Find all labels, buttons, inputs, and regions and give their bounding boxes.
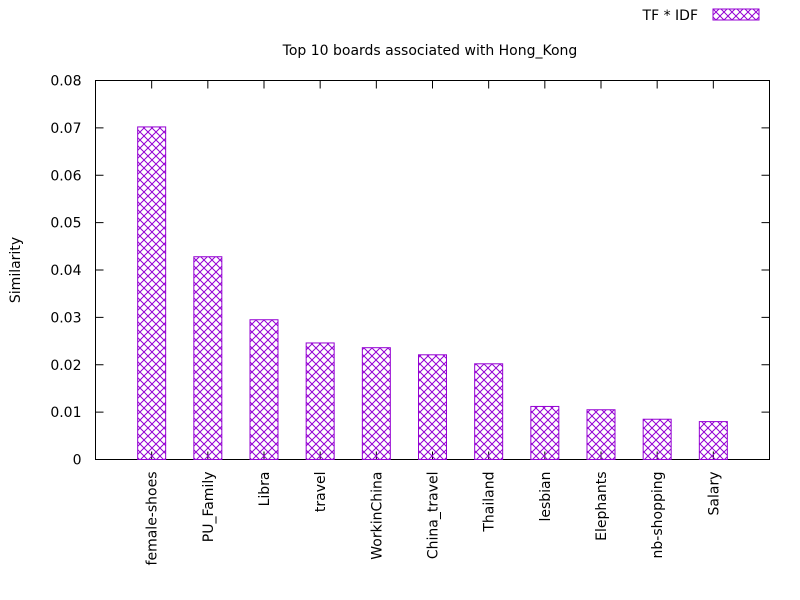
bars xyxy=(137,126,728,461)
chart-title: Top 10 boards associated with Hong_Kong xyxy=(282,43,578,59)
bar-nb-shopping xyxy=(642,418,672,461)
x-tick-label: Salary xyxy=(706,472,722,516)
legend-swatch xyxy=(712,8,760,21)
y-tick-label: 0.02 xyxy=(50,358,81,374)
bar-libra xyxy=(249,319,279,460)
bar-lesbian xyxy=(530,405,560,461)
x-tick-label: lesbian xyxy=(538,472,554,522)
x-tick-label: PU_Family xyxy=(201,472,217,543)
y-tick-label: 0.01 xyxy=(50,405,81,421)
bar-workinchina xyxy=(361,347,391,461)
y-tick-label: 0 xyxy=(73,453,82,469)
x-tick-label: China_travel xyxy=(426,472,442,560)
y-axis: 0 0.01 0.02 0.03 0.04 0.05 0.06 0.07 0.08 xyxy=(50,74,770,469)
y-tick-label: 0.07 xyxy=(50,121,81,137)
y-tick-label: 0.04 xyxy=(50,263,81,279)
y-tick-label: 0.05 xyxy=(50,216,81,232)
x-tick-label: travel xyxy=(313,472,329,513)
y-tick-label: 0.08 xyxy=(50,74,81,90)
bar-travel xyxy=(305,342,335,460)
bar-salary xyxy=(698,421,728,461)
bar-thailand xyxy=(474,363,504,460)
legend: TF * IDF xyxy=(642,8,760,24)
x-tick-label: Elephants xyxy=(594,472,610,541)
x-tick-label: nb-shopping xyxy=(650,472,666,559)
y-tick-label: 0.03 xyxy=(50,310,81,326)
y-tick-label: 0.06 xyxy=(50,168,81,184)
x-axis: female-shoes PU_Family Libra travel WorkinCh… xyxy=(145,80,722,566)
y-axis-label: Similarity xyxy=(8,237,24,303)
bar-china-travel xyxy=(418,354,447,460)
x-tick-label: female-shoes xyxy=(145,472,161,566)
x-tick-label: Thailand xyxy=(482,472,498,533)
bar-female-shoes xyxy=(137,126,167,461)
bar-pu-family xyxy=(193,256,223,460)
legend-label: TF * IDF xyxy=(642,8,698,24)
x-tick-label: WorkinChina xyxy=(369,472,385,560)
bar-elephants xyxy=(586,409,616,461)
x-tick-label: Libra xyxy=(257,472,273,507)
